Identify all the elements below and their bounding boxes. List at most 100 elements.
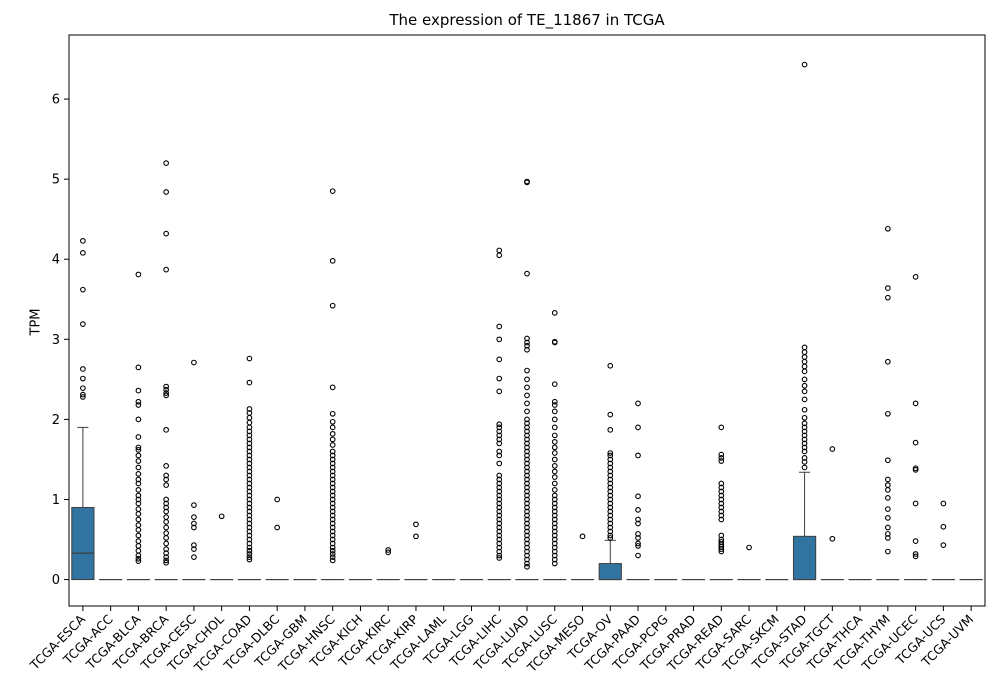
- outlier-point: [191, 502, 197, 508]
- outlier-point: [329, 508, 336, 515]
- outlier-point: [246, 419, 253, 426]
- outlier-point: [524, 476, 530, 483]
- outlier-point: [163, 390, 170, 396]
- box-TCGA-KIRP: [404, 521, 428, 581]
- outlier-point: [163, 504, 170, 511]
- outlier-point: [246, 512, 253, 519]
- outlier-point: [607, 480, 614, 487]
- outlier-point: [801, 440, 808, 447]
- outlier-point: [329, 520, 336, 527]
- box-TCGA-CHOL: [210, 513, 234, 581]
- outlier-point: [246, 532, 253, 539]
- outlier-point: [135, 492, 142, 499]
- outlier-point: [607, 512, 614, 519]
- box-TCGA-BRCA: [154, 160, 178, 581]
- box-TCGA-UCEC: [904, 274, 928, 581]
- outlier-point: [163, 546, 170, 552]
- outlier-point: [163, 508, 170, 515]
- outlier-point: [135, 555, 142, 562]
- outlier-point: [496, 528, 503, 535]
- outlier-point: [551, 508, 558, 515]
- outlier-point: [496, 375, 503, 382]
- outlier-point: [801, 382, 808, 389]
- outlier-point: [524, 524, 530, 531]
- outlier-point: [496, 428, 503, 435]
- outlier-point: [163, 160, 170, 166]
- outlier-point: [246, 520, 253, 527]
- outlier-point: [496, 516, 503, 523]
- outlier-point: [551, 474, 558, 480]
- outlier-point: [524, 342, 530, 349]
- outlier-point: [635, 535, 641, 541]
- outlier-point: [329, 257, 336, 264]
- outlier-point: [246, 488, 253, 495]
- outlier-point: [246, 551, 253, 557]
- outlier-point: [884, 410, 891, 417]
- outlier-point: [607, 411, 614, 418]
- outlier-point: [246, 414, 253, 421]
- outlier-point: [163, 266, 170, 273]
- outlier-point: [524, 367, 530, 374]
- outlier-point: [524, 532, 530, 539]
- outlier-point: [496, 432, 503, 439]
- outlier-point: [524, 424, 530, 431]
- outlier-point: [524, 270, 530, 277]
- outlier-point: [135, 543, 142, 549]
- outlier-point: [884, 535, 891, 541]
- outlier-point: [496, 336, 503, 343]
- y-tick-label: 3: [52, 333, 60, 348]
- y-tick-label: 6: [52, 93, 60, 108]
- outlier-point: [884, 476, 891, 483]
- y-tick-label: 0: [52, 573, 60, 588]
- outlier-point: [718, 504, 725, 511]
- outlier-point: [912, 439, 919, 446]
- outlier-point: [135, 387, 142, 394]
- outlier-point: [80, 375, 86, 382]
- outlier-point: [163, 550, 170, 556]
- outlier-point: [801, 464, 808, 471]
- outlier-point: [191, 359, 197, 366]
- outlier-point: [718, 424, 725, 431]
- outlier-point: [329, 544, 336, 551]
- outlier-point: [496, 512, 503, 519]
- outlier-point: [496, 552, 503, 559]
- outlier-point: [524, 428, 530, 435]
- outlier-point: [246, 480, 253, 487]
- outlier-point: [329, 302, 336, 309]
- outlier-point: [329, 464, 336, 471]
- outlier-point: [163, 554, 170, 560]
- outlier-point: [607, 492, 614, 499]
- x-axis: TCGA-ESCATCGA-ACCTCGA-BLCATCGA-BRCATCGA-…: [26, 606, 976, 676]
- outlier-point: [135, 487, 142, 493]
- outlier-point: [524, 508, 530, 515]
- outlier-point: [912, 274, 919, 280]
- outlier-point: [80, 385, 86, 392]
- outlier-point: [524, 552, 530, 559]
- outlier-point: [329, 524, 336, 531]
- outlier-point: [496, 424, 503, 431]
- outlier-point: [329, 540, 336, 547]
- outlier-point: [135, 511, 142, 517]
- outlier-point: [246, 516, 253, 523]
- outlier-point: [524, 420, 530, 427]
- outlier-point: [551, 424, 558, 431]
- outlier-point: [801, 358, 808, 365]
- outlier-point: [607, 520, 614, 527]
- outlier-point: [551, 540, 558, 547]
- outlier-point: [524, 516, 530, 523]
- outlier-point: [246, 460, 253, 467]
- outlier-point: [884, 548, 891, 555]
- outlier-point: [524, 179, 530, 186]
- outlier-point: [246, 536, 253, 543]
- outlier-point: [329, 480, 336, 487]
- box-body: [792, 535, 817, 581]
- outlier-point: [801, 376, 808, 383]
- outlier-point: [607, 496, 614, 503]
- outlier-point: [163, 559, 170, 566]
- outlier-point: [607, 468, 614, 475]
- outlier-point: [246, 492, 253, 499]
- outlier-point: [163, 230, 170, 237]
- outlier-point: [246, 540, 253, 547]
- outlier-point: [607, 508, 614, 515]
- outlier-point: [635, 516, 641, 523]
